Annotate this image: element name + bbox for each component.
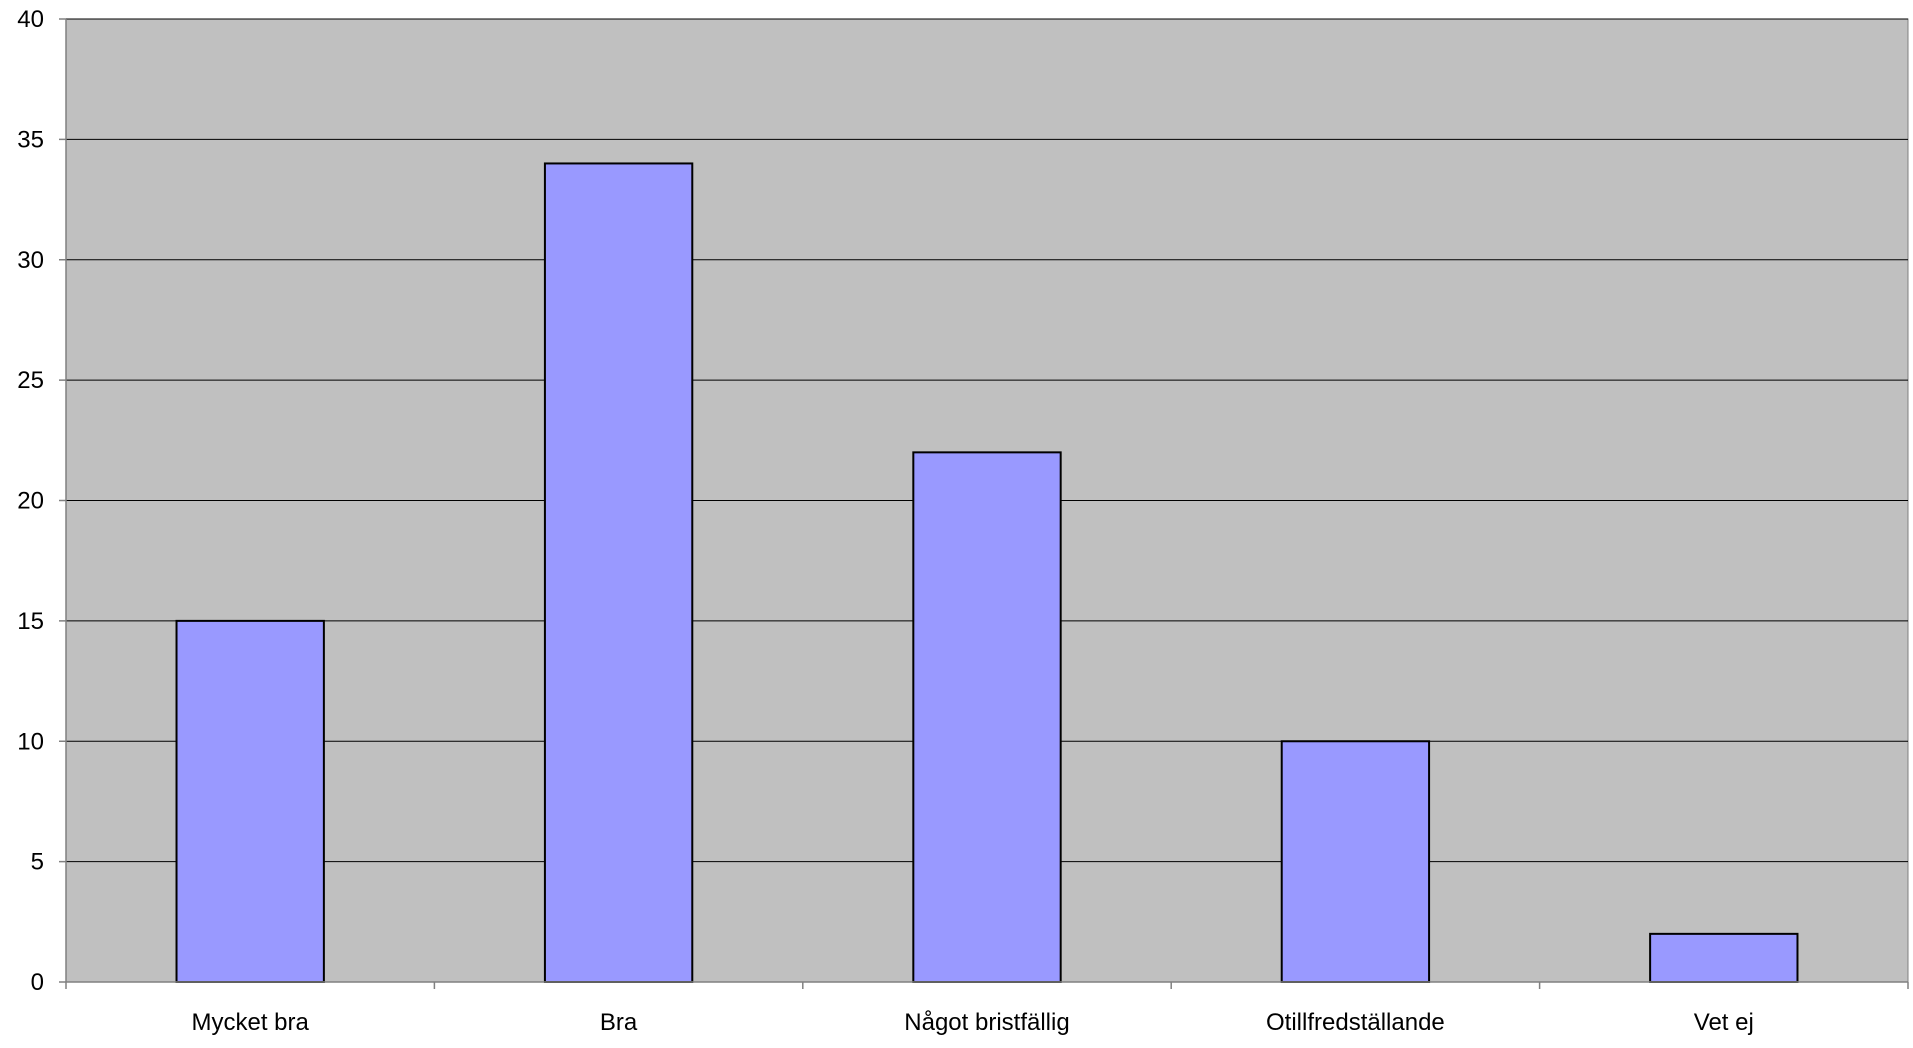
bars bbox=[175, 162, 1799, 984]
bar bbox=[175, 619, 325, 983]
bar bbox=[912, 451, 1062, 984]
y-tick-label: 30 bbox=[17, 247, 44, 274]
y-tick-label: 20 bbox=[17, 488, 44, 515]
y-tick-labels: 0 5 10 15 20 25 30 35 40 bbox=[17, 6, 44, 996]
x-category-label: Något bristfällig bbox=[904, 1009, 1069, 1036]
y-tick-label: 35 bbox=[17, 126, 44, 153]
bar bbox=[543, 162, 694, 983]
x-category-label: Otillfredställande bbox=[1266, 1009, 1445, 1036]
gridlines bbox=[66, 18, 1908, 863]
y-tick-label: 40 bbox=[17, 6, 44, 33]
x-category-label: Mycket bra bbox=[192, 1009, 310, 1036]
x-category-label: Vet ej bbox=[1694, 1009, 1754, 1036]
x-category-label: Bra bbox=[600, 1009, 638, 1036]
bar bbox=[1280, 740, 1431, 983]
y-tick-label: 25 bbox=[17, 367, 44, 394]
bar bbox=[1649, 932, 1799, 983]
y-tick-label: 15 bbox=[17, 608, 44, 635]
y-tick-label: 0 bbox=[31, 969, 44, 996]
y-tick-label: 5 bbox=[31, 849, 44, 876]
axes bbox=[59, 18, 1909, 989]
x-tick-labels: Mycket bra Bra Något bristfällig Otillfreds… bbox=[192, 1009, 1754, 1036]
y-tick-label: 10 bbox=[17, 728, 44, 755]
